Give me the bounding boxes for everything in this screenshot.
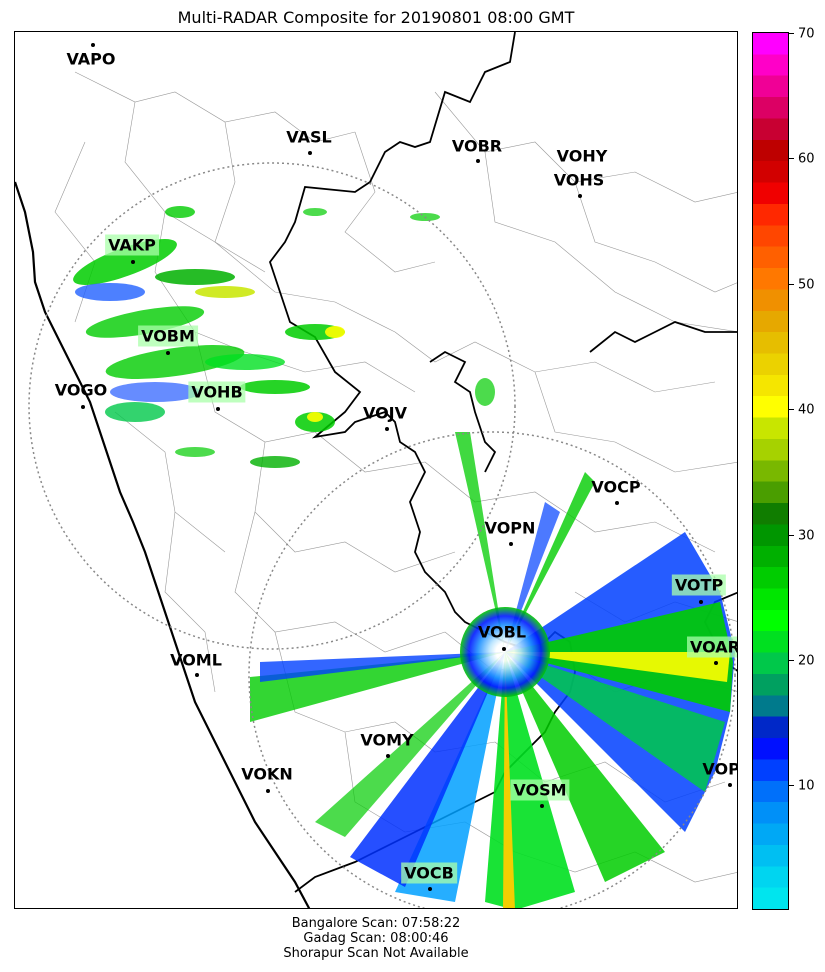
airport-dot-vohb [216,407,220,411]
airport-dot-vocb [428,887,432,891]
airport-dot-vobm [166,351,170,355]
airport-label-vobm: VOBM [138,325,198,347]
airport-label-vomy: VOMY [360,730,414,750]
airport-label-vakp: VAKP [105,234,159,256]
colorbar-tick [789,535,794,536]
colorbar-tick [789,409,794,410]
airport-dot-vomy [386,754,390,758]
map-title: Multi-RADAR Composite for 20190801 08:00… [177,8,575,27]
reflectivity-colorbar [752,32,789,910]
airport-dot-vasl [308,151,312,155]
colorbar-tick [789,158,794,159]
airport-label-voar: VOAR [687,636,737,658]
airport-dot-vosm [540,804,544,808]
scan-info: Bangalore Scan: 07:58:22 Gadag Scan: 08:… [14,916,738,961]
colorbar-tick-label: 20 [798,653,815,669]
airport-dot-vokn [266,789,270,793]
airport-label-vohy: VOHY [556,146,608,166]
airport-label-vobl: VOBL [477,622,527,642]
airport-label-vokn: VOKN [241,764,293,784]
scan-info-gadag: Gadag Scan: 08:00:46 [303,931,449,946]
airport-dot-vobl [502,647,506,651]
airport-label-vasl: VASL [286,127,332,147]
colorbar-tick-label: 70 [798,26,815,42]
airport-label-vojv: VOJV [362,403,408,423]
gadag-echoes [73,206,495,468]
airport-label-vohs: VOHS [553,170,605,190]
airport-label-vobr: VOBR [451,136,503,156]
airport-dot-vojv [385,427,389,431]
airport-dot-votp [699,600,703,604]
colorbar-tick-label: 10 [798,778,815,794]
radar-map-canvas [15,32,737,908]
airport-dot-vakp [131,260,135,264]
radar-map: VAPO VASL VOBR VOHY VOHS VAKP VOBM VOGO … [14,31,738,909]
coastline [15,181,311,908]
airport-dot-vogo [81,405,85,409]
colorbar-tick-label: 60 [798,151,815,167]
airport-dot-voml [195,673,199,677]
colorbar-tick-label: 50 [798,277,815,293]
radar-range-rings [28,162,736,908]
airport-dot-voar [714,661,718,665]
airport-dot-vocp [615,501,619,505]
airport-label-voml: VOML [170,650,222,670]
airport-dot-vopn [509,542,513,546]
airport-dot-vopc [728,783,732,787]
airport-label-vohb: VOHB [188,381,246,403]
colorbar-tick [789,284,794,285]
scan-info-shorapur: Shorapur Scan Not Available [283,946,469,961]
scan-info-bangalore: Bangalore Scan: 07:58:22 [291,916,461,931]
airport-label-vocb: VOCB [401,862,457,884]
airport-dot-vohs [578,194,582,198]
colorbar-tick-label: 40 [798,402,815,418]
bangalore-echoes [250,432,735,908]
airport-label-vopn: VOPN [484,518,536,538]
airport-label-votp: VOTP [671,574,727,596]
colorbar-tick-label: 30 [798,528,815,544]
airport-label-vocp: VOCP [591,477,641,497]
colorbar-tick [789,660,794,661]
airport-dot-vapo [91,43,95,47]
airport-label-vosm: VOSM [510,779,570,801]
airport-dot-vobr [476,159,480,163]
airport-label-vogo: VOGO [54,380,108,400]
airport-label-vapo: VAPO [66,49,116,69]
colorbar-tick [789,785,794,786]
airport-label-vopc: VOPC [702,759,737,779]
colorbar-tick [789,33,794,34]
